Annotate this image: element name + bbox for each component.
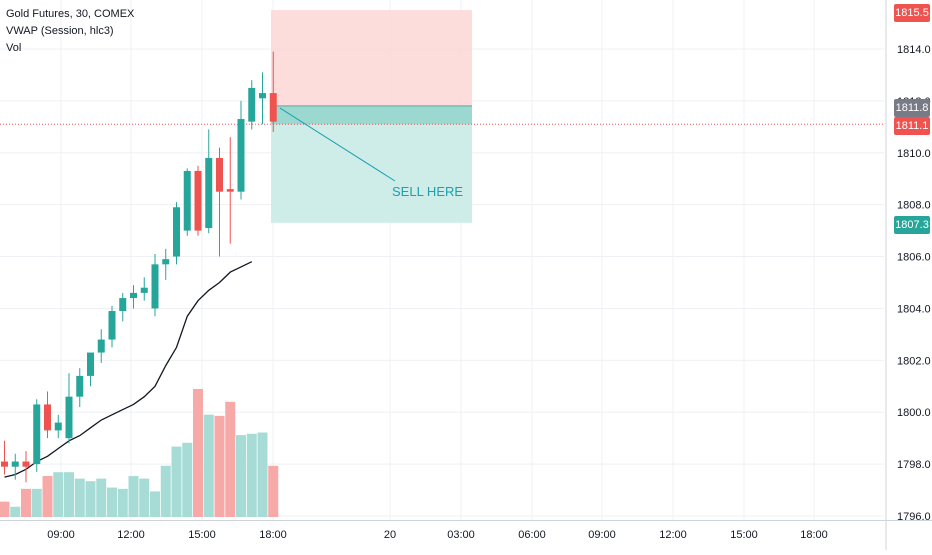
y-axis-tick-label: 1804.0 xyxy=(897,303,931,315)
volume-bar xyxy=(10,506,21,517)
current-price-tag: 1811.1 xyxy=(894,117,930,135)
volume-bar xyxy=(182,442,193,517)
candle-body xyxy=(162,259,170,265)
volume-bar xyxy=(0,501,10,517)
candle-body xyxy=(237,119,245,192)
y-axis-tick-label: 1798.0 xyxy=(897,459,931,471)
stop-loss-zone xyxy=(271,10,472,107)
candle-body xyxy=(151,264,159,309)
target-price-tag: 1807.3 xyxy=(894,216,930,234)
volume-bar xyxy=(203,414,214,517)
candle-body xyxy=(216,157,223,192)
y-axis-tick-label: 1810.0 xyxy=(897,148,931,160)
volume-bar xyxy=(85,481,96,517)
x-axis-tick-label: 18:00 xyxy=(259,529,287,541)
candle-body xyxy=(269,93,277,122)
volume-bar xyxy=(64,472,74,517)
volume-bar xyxy=(96,478,107,517)
candle-body xyxy=(173,207,180,257)
candle-body xyxy=(140,287,148,293)
profit-target-zone xyxy=(271,106,472,223)
annotation-pointer xyxy=(279,107,396,182)
candle-body xyxy=(54,422,62,431)
vwap-line xyxy=(4,261,253,478)
x-axis-tick-label: 09:00 xyxy=(47,529,75,541)
candle-body xyxy=(248,87,256,122)
candle-body xyxy=(226,189,234,192)
x-axis-tick-label: 15:00 xyxy=(188,529,216,541)
x-axis-tick-label: 12:00 xyxy=(117,529,145,541)
volume-bar xyxy=(107,487,117,517)
candle-body xyxy=(119,298,127,312)
volume-bar xyxy=(74,478,85,517)
x-axis-tick-label: 09:00 xyxy=(588,529,616,541)
volume-bar xyxy=(214,415,225,517)
candle-body xyxy=(11,461,19,467)
candle-body xyxy=(87,352,94,376)
volume-bar xyxy=(53,472,64,517)
volume-bar xyxy=(139,478,150,517)
volume-bar xyxy=(117,488,128,517)
y-axis-tick-label: 1808.0 xyxy=(897,200,931,212)
candle-body xyxy=(183,170,191,231)
y-axis-tick-label: 1800.0 xyxy=(897,407,931,419)
x-axis-tick-label: 03:00 xyxy=(447,529,475,541)
candle-body xyxy=(65,396,73,439)
volume-bar xyxy=(128,476,139,517)
open-pnl-band xyxy=(271,106,472,125)
volume-bar xyxy=(257,432,268,517)
volume-bar xyxy=(150,491,160,517)
x-axis-tick-label: 06:00 xyxy=(518,529,546,541)
volume-bar xyxy=(171,446,182,517)
candle-body xyxy=(22,461,30,467)
volume-bar xyxy=(193,389,203,517)
y-axis-tick-label: 1796.0 xyxy=(897,511,931,523)
candle-body xyxy=(97,339,105,353)
candle-body xyxy=(130,292,137,299)
volume-bar xyxy=(42,476,53,517)
x-axis-tick-label: 20 xyxy=(384,529,396,541)
candle-body xyxy=(205,157,213,229)
y-axis-tick-label: 1806.0 xyxy=(897,252,931,264)
candle-body xyxy=(259,93,266,99)
volume-bar xyxy=(236,435,246,517)
candle-body xyxy=(44,404,51,431)
y-axis-tick-label: 1802.0 xyxy=(897,355,931,367)
candle-body xyxy=(108,311,116,340)
entry-price-tag: 1811.8 xyxy=(894,99,930,117)
x-axis-tick-label: 12:00 xyxy=(659,529,687,541)
volume-bar xyxy=(225,401,236,517)
x-axis-tick-label: 18:00 xyxy=(800,529,828,541)
volume-bar xyxy=(268,465,279,517)
candle-body xyxy=(33,404,41,465)
volume-bar xyxy=(21,488,31,517)
stop-price-tag: 1815.5 xyxy=(894,4,930,22)
volume-bar xyxy=(31,488,42,517)
x-axis-tick-label: 15:00 xyxy=(730,529,758,541)
sell-here-annotation: SELL HERE xyxy=(392,184,463,199)
volume-bar xyxy=(160,465,171,517)
candle-body xyxy=(76,375,84,397)
volume-bar xyxy=(246,433,257,517)
chart-legend: Gold Futures, 30, COMEX VWAP (Session, h… xyxy=(6,6,134,57)
symbol-title[interactable]: Gold Futures, 30, COMEX xyxy=(6,8,135,20)
candle-body xyxy=(194,170,202,231)
candle-body xyxy=(1,461,8,467)
vwap-indicator-label[interactable]: VWAP (Session, hlc3) xyxy=(6,25,114,37)
volume-indicator-label[interactable]: Vol xyxy=(6,42,22,54)
y-axis-tick-label: 1814.0 xyxy=(897,44,931,56)
